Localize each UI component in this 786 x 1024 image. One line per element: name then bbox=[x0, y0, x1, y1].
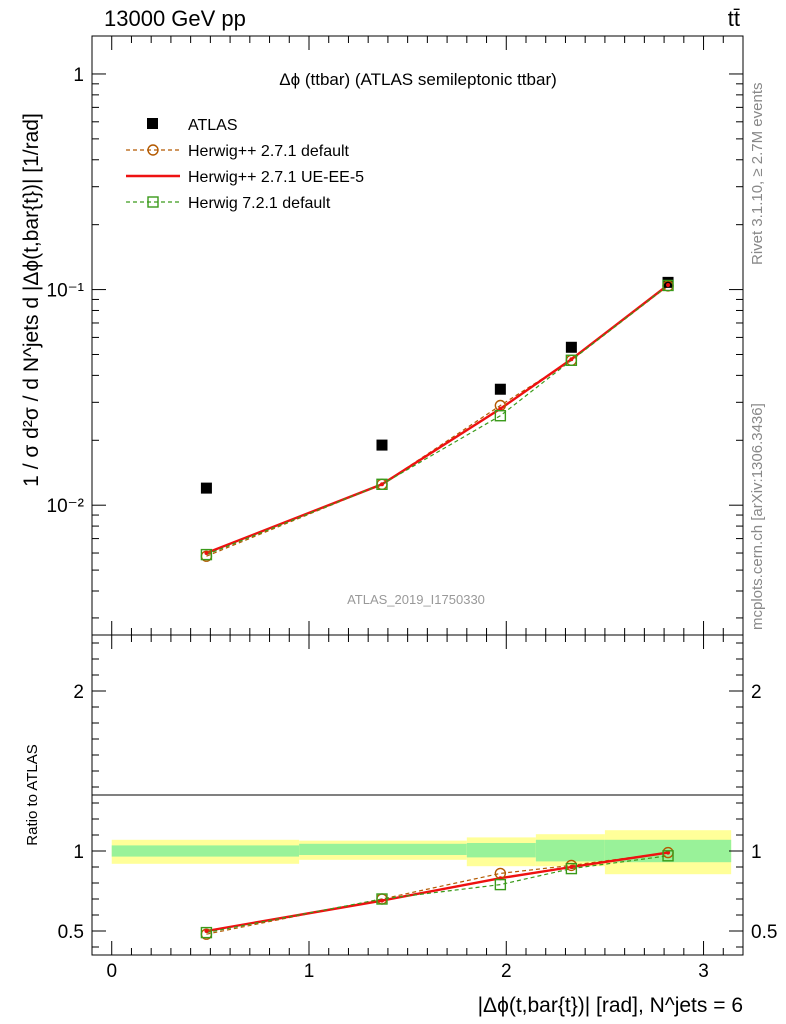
ratio-herwig-7-2-1-default-point-5 bbox=[662, 850, 674, 862]
energy-label: 13000 GeV pp bbox=[104, 6, 246, 31]
process-label: tt̄ bbox=[728, 6, 740, 31]
legend-herwig-721-marker bbox=[147, 196, 159, 208]
mcplots-label: mcplots.cern.ch [arXiv:1306.3436] bbox=[749, 403, 766, 630]
main-series-markers bbox=[200, 276, 674, 562]
main-atlas-point-2 bbox=[376, 439, 388, 451]
ratio-xtick-label: 3 bbox=[698, 961, 709, 982]
main-herwig-2-7-1-default-line bbox=[206, 285, 669, 557]
ratio-uncertainty-bands bbox=[111, 830, 732, 875]
ratio-ytick-label: 2 bbox=[73, 682, 84, 703]
ratio-ytick-label-right: 2 bbox=[751, 682, 762, 703]
ratio-y-axis-label: Ratio to ATLAS bbox=[24, 744, 41, 845]
main-ytick-label: 10⁻² bbox=[47, 496, 85, 517]
main-ytick-label: 1 bbox=[73, 65, 84, 86]
ratio-band-inner-1 bbox=[111, 845, 300, 857]
legend-herwig-721-label: Herwig 7.2.1 default bbox=[188, 195, 331, 212]
ratio-series-markers bbox=[200, 846, 674, 940]
ratio-herwig-7-2-1-default-point-2 bbox=[376, 893, 388, 905]
main-herwig-7-2-1-default-line bbox=[206, 284, 669, 556]
legend-herwig-default-label: Herwig++ 2.7.1 default bbox=[188, 143, 350, 160]
main-atlas-point-4 bbox=[565, 341, 577, 353]
legend-herwig-ueee5-label: Herwig++ 2.7.1 UE-EE-5 bbox=[188, 169, 364, 186]
ratio-herwig-2-7-1-ue-ee-5-point-5 bbox=[666, 850, 671, 855]
ratio-herwig-2-7-1-ue-ee-5-point-1 bbox=[204, 929, 209, 933]
legend-herwig-default-marker bbox=[147, 144, 159, 156]
main-title: Δϕ (ttbar) (ATLAS semileptonic ttbar) bbox=[279, 70, 557, 89]
ratio-ytick-label-right: 1 bbox=[751, 842, 762, 863]
main-herwig-7-2-1-default-point-2 bbox=[376, 478, 388, 490]
main-herwig-2-7-1-ue-ee-5-point-3 bbox=[498, 406, 503, 411]
main-herwig-2-7-1-ue-ee-5-point-4 bbox=[569, 357, 574, 362]
main-herwig-2-7-1-ue-ee-5-line bbox=[205, 284, 669, 555]
main-herwig-7-2-1-default-point-1 bbox=[200, 548, 213, 561]
ratio-herwig-7-2-1-default-line bbox=[206, 855, 669, 934]
main-herwig-7-2-1-default-point-4 bbox=[565, 354, 578, 366]
ratio-ytick-label: 1 bbox=[73, 842, 84, 863]
main-ytick-label: 10⁻¹ bbox=[47, 281, 85, 302]
legend-atlas-marker bbox=[147, 118, 158, 129]
legend: ATLAS Herwig++ 2.7.1 default Herwig++ 2.… bbox=[126, 117, 364, 212]
ratio-herwig-7-2-1-default-point-4 bbox=[565, 862, 578, 875]
ratio-band-inner-4 bbox=[535, 839, 605, 862]
ratio-band-inner-3 bbox=[466, 843, 536, 858]
main-y-axis-label: 1 / σ d²σ / d N^jets d |Δϕ(t,bar{t})| [1… bbox=[20, 113, 43, 487]
ratio-xtick-label: 1 bbox=[304, 961, 315, 982]
ratio-herwig-7-2-1-default-point-3 bbox=[494, 878, 507, 891]
ratio-ytick-label-right: 0.5 bbox=[751, 922, 777, 943]
main-herwig-2-7-1-ue-ee-5-point-2 bbox=[379, 482, 384, 487]
main-herwig-2-7-1-ue-ee-5-point-5 bbox=[666, 283, 671, 288]
ratio-herwig-2-7-1-ue-ee-5-point-4 bbox=[569, 865, 574, 869]
main-herwig-2-7-1-ue-ee-5-point-1 bbox=[204, 551, 209, 556]
legend-atlas-label: ATLAS bbox=[188, 117, 238, 134]
ratio-panel-frame bbox=[91, 634, 744, 956]
main-atlas-point-3 bbox=[494, 383, 506, 395]
ratio-xtick-label: 0 bbox=[106, 961, 117, 982]
x-axis-label: |Δϕ(t,bar{t})| [rad], N^jets = 6 bbox=[478, 994, 743, 1017]
main-herwig-7-2-1-default-point-5 bbox=[662, 279, 674, 292]
ratio-band-inner-2 bbox=[299, 843, 467, 855]
rivet-label: Rivet 3.1.10, ≥ 2.7M events bbox=[749, 83, 766, 266]
main-atlas-point-5 bbox=[662, 276, 674, 288]
main-atlas-point-1 bbox=[200, 482, 212, 494]
ratio-xtick-label: 2 bbox=[501, 961, 512, 982]
watermark: ATLAS_2019_I1750330 bbox=[347, 592, 485, 607]
ratio-herwig-2-7-1-ue-ee-5-point-2 bbox=[379, 898, 384, 903]
main-herwig-7-2-1-default-point-3 bbox=[494, 410, 507, 422]
ratio-axis-ticks: 0 1 2 3 0.5 0.5 1 1 2 2 bbox=[58, 635, 777, 982]
ratio-ytick-label: 0.5 bbox=[58, 922, 84, 943]
main-axis-ticks: 10⁻² 10⁻¹ 1 bbox=[47, 36, 743, 635]
main-series-lines bbox=[205, 284, 669, 557]
ratio-herwig-7-2-1-default-point-1 bbox=[200, 926, 213, 939]
